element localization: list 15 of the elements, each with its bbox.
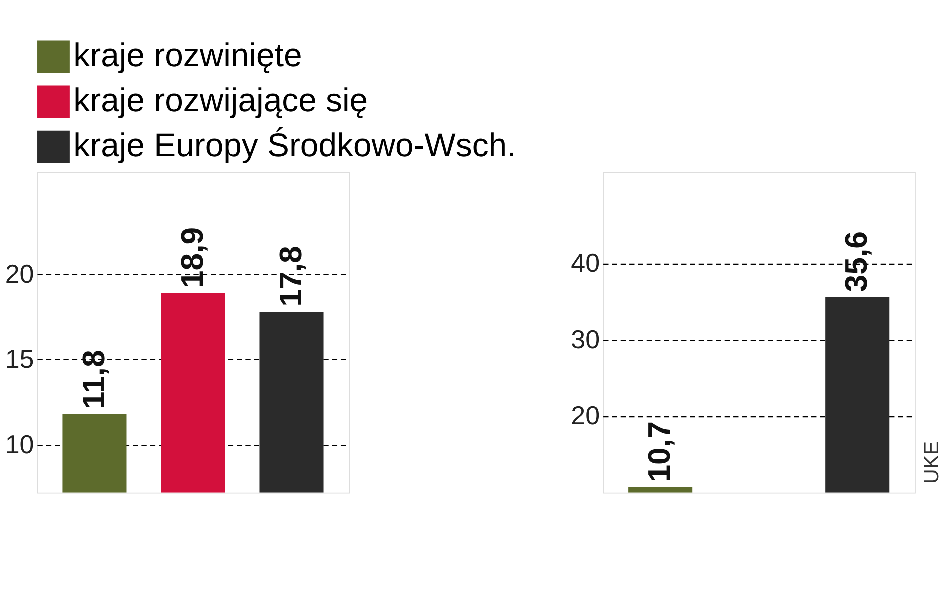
data-label: 17,8 xyxy=(273,246,308,307)
legend-label: kraje rozwijające się xyxy=(74,82,368,119)
legend-label: kraje rozwinięte xyxy=(74,36,302,74)
text: UKE xyxy=(920,441,944,484)
y-tick-label: 10 xyxy=(5,429,34,460)
y-tick-label: 30 xyxy=(571,324,600,354)
data-label: 18,9 xyxy=(174,227,210,288)
y-tick-label: 40 xyxy=(571,248,600,278)
y-tick-label: 15 xyxy=(5,344,34,374)
data-label: 10,7 xyxy=(642,422,678,482)
y-tick-label: 20 xyxy=(5,258,34,289)
y-tick-label: 20 xyxy=(571,400,600,431)
data-label: 11,8 xyxy=(76,350,112,410)
data-label: 35,6 xyxy=(839,232,874,292)
legend-label: kraje Europy Środkowo-Wsch. xyxy=(74,126,516,164)
